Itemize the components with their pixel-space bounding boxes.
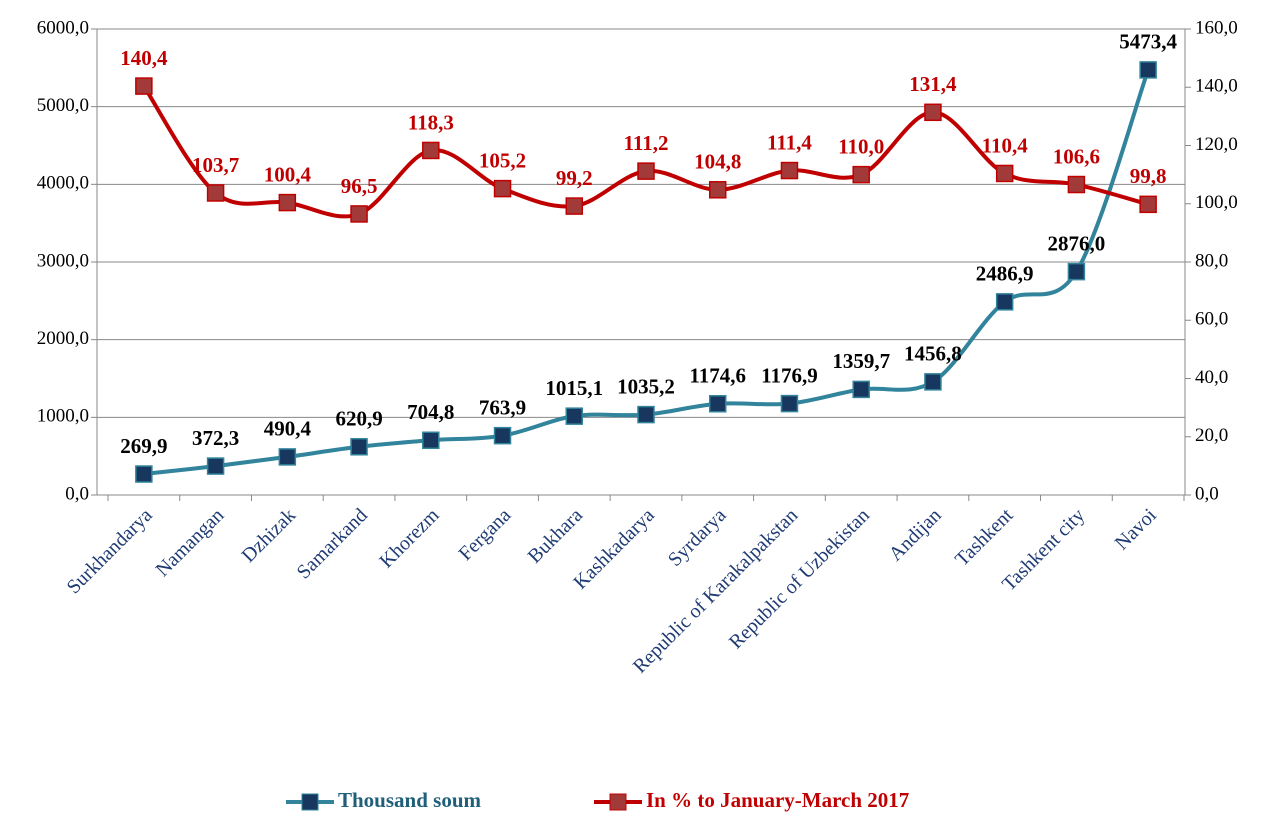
x-tick-label: Fergana — [454, 504, 515, 565]
marker — [278, 193, 297, 212]
marker — [350, 438, 368, 456]
x-tick-label: Surkhandarya — [63, 504, 157, 598]
data-label: 106,6 — [1053, 144, 1100, 168]
data-label: 104,8 — [694, 150, 741, 174]
data-label: 763,9 — [479, 395, 526, 419]
y2-tick-label: 160,0 — [1195, 17, 1238, 38]
data-label: 372,3 — [192, 426, 239, 450]
x-tick-label: Khorezm — [375, 504, 443, 572]
y2-tick-label: 100,0 — [1195, 192, 1238, 213]
marker — [422, 141, 440, 160]
data-label: 5473,4 — [1119, 30, 1177, 54]
data-label: 1456,8 — [904, 342, 962, 366]
x-tick-label: Bukhara — [524, 504, 588, 568]
data-label: 96,5 — [341, 174, 378, 198]
marker — [924, 373, 942, 391]
data-label: 704,8 — [407, 400, 454, 424]
marker — [350, 205, 368, 223]
data-label: 105,2 — [479, 148, 526, 172]
y-tick-label: 4000,0 — [37, 173, 89, 194]
marker — [206, 184, 225, 202]
data-label: 1035,2 — [617, 374, 675, 398]
data-label: 620,9 — [335, 407, 382, 431]
data-label: 490,4 — [264, 417, 312, 441]
legend-marker — [609, 793, 627, 811]
marker — [995, 293, 1014, 311]
x-tick-label: Dzhizak — [237, 504, 300, 567]
y2-tick-label: 140,0 — [1195, 76, 1238, 97]
marker — [493, 426, 512, 445]
data-label: 1015,1 — [545, 376, 603, 400]
data-label: 269,9 — [120, 434, 167, 458]
data-label: 118,3 — [408, 110, 454, 134]
marker — [1067, 175, 1086, 194]
marker — [565, 197, 584, 215]
y2-tick-label: 60,0 — [1195, 309, 1228, 330]
data-label: 131,4 — [909, 72, 957, 96]
legend-label: In % to January-March 2017 — [646, 788, 909, 812]
x-tick-label: Andijan — [885, 504, 946, 565]
data-label: 1359,7 — [832, 349, 890, 373]
legend-label: Thousand soum — [338, 788, 481, 812]
marker — [1139, 195, 1157, 214]
data-label: 1174,6 — [689, 364, 746, 388]
marker — [493, 179, 512, 198]
x-tick-label: Namangan — [152, 504, 229, 581]
data-label: 103,7 — [192, 153, 239, 177]
y-tick-label: 3000,0 — [37, 250, 89, 271]
data-label: 2486,9 — [976, 262, 1034, 286]
marker — [1067, 262, 1086, 281]
x-tick-label: Samarkand — [293, 504, 372, 583]
data-label: 110,0 — [838, 134, 884, 158]
x-tick-label: Tashkent — [951, 504, 1018, 571]
data-label: 100,4 — [264, 162, 312, 186]
x-tick-label: Syrdarya — [664, 504, 731, 571]
y-tick-label: 5000,0 — [37, 95, 89, 116]
y2-tick-label: 80,0 — [1195, 250, 1228, 271]
marker — [565, 407, 584, 425]
data-label: 111,4 — [767, 130, 812, 154]
y2-tick-label: 40,0 — [1195, 367, 1228, 388]
y2-tick-label: 0,0 — [1195, 483, 1219, 504]
data-label: 111,2 — [624, 131, 669, 155]
data-label: 140,4 — [120, 46, 168, 70]
data-label: 1176,9 — [761, 363, 818, 387]
marker — [708, 395, 727, 413]
y2-tick-label: 120,0 — [1195, 134, 1238, 155]
series-line — [143, 69, 1151, 477]
marker — [780, 394, 799, 413]
data-label: 99,8 — [1130, 164, 1167, 188]
marker — [637, 405, 655, 424]
data-label: 110,4 — [982, 133, 1029, 157]
y-tick-label: 6000,0 — [37, 17, 89, 38]
y2-tick-label: 20,0 — [1195, 425, 1228, 446]
marker — [206, 457, 225, 475]
marker — [852, 380, 870, 399]
data-label: 99,2 — [556, 166, 593, 190]
marker — [135, 77, 153, 95]
marker — [637, 162, 655, 180]
marker — [1139, 61, 1157, 79]
marker — [708, 181, 727, 199]
marker — [995, 164, 1014, 183]
x-tick-label: Navoi — [1111, 504, 1161, 554]
y-tick-label: 1000,0 — [37, 406, 89, 427]
x-tick-label: Republic of Uzbekistan — [725, 504, 874, 653]
y-tick-label: 0,0 — [65, 483, 89, 504]
marker — [278, 448, 297, 466]
marker — [135, 465, 153, 483]
marker — [780, 161, 799, 180]
y-tick-label: 2000,0 — [37, 328, 89, 349]
legend-marker — [301, 793, 319, 811]
marker — [852, 165, 870, 184]
marker — [924, 103, 942, 122]
data-label: 2876,0 — [1048, 231, 1106, 255]
marker — [422, 431, 440, 450]
